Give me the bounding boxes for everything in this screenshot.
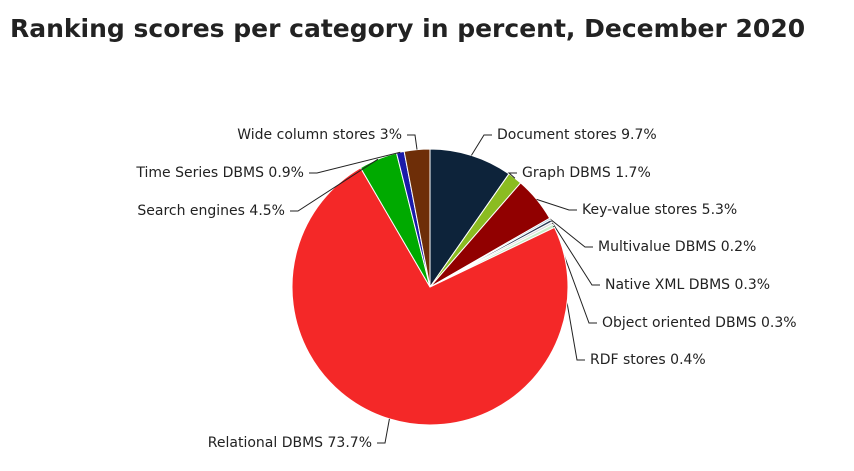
category-label: Multivalue DBMS: [598, 239, 716, 255]
chart-title: Ranking scores per category in percent, …: [10, 14, 805, 43]
category-label: Time Series DBMS: [135, 165, 264, 181]
value-label: 9.7%: [621, 127, 657, 143]
data-label: Search engines 4.5%: [137, 203, 285, 219]
value-label: 0.2%: [721, 239, 757, 255]
data-label: Multivalue DBMS 0.2%: [598, 239, 756, 255]
data-label: Time Series DBMS 0.9%: [135, 165, 304, 181]
leader-line: [550, 220, 600, 286]
leader-line: [507, 172, 517, 179]
data-label: Object oriented DBMS 0.3%: [602, 315, 797, 331]
data-label: Native XML DBMS 0.3%: [605, 277, 770, 293]
leader-line: [407, 134, 418, 150]
data-label: Key-value stores 5.3%: [582, 202, 737, 218]
category-label: Object oriented DBMS: [602, 315, 757, 331]
category-label: Native XML DBMS: [605, 277, 730, 293]
leader-line: [309, 151, 401, 174]
value-label: 5.3%: [702, 202, 738, 218]
pie-slice: [429, 148, 510, 289]
value-label: 4.5%: [249, 203, 285, 219]
data-label: Graph DBMS 1.7%: [522, 165, 651, 181]
value-label: 0.4%: [670, 352, 706, 368]
category-label: Key-value stores: [582, 202, 697, 218]
category-label: Relational DBMS: [208, 435, 323, 451]
leader-line: [470, 134, 492, 156]
leader-line: [377, 418, 390, 444]
category-label: Search engines: [137, 203, 245, 219]
value-label: 73.7%: [328, 435, 372, 451]
category-label: RDF stores: [590, 352, 666, 368]
data-label: Relational DBMS 73.7%: [208, 435, 372, 451]
data-label: Wide column stores 3%: [237, 127, 402, 143]
value-label: 0.3%: [735, 277, 771, 293]
leader-line: [536, 198, 577, 211]
value-label: 1.7%: [615, 165, 651, 181]
category-label: Wide column stores: [237, 127, 375, 143]
category-label: Document stores: [497, 127, 617, 143]
leader-line: [290, 158, 379, 212]
data-label: Document stores 9.7%: [497, 127, 657, 143]
leader-line: [549, 218, 593, 248]
value-label: 0.9%: [268, 165, 304, 181]
value-label: 3%: [380, 127, 402, 143]
value-label: 0.3%: [761, 315, 797, 331]
data-label: RDF stores 0.4%: [590, 352, 706, 368]
category-label: Graph DBMS: [522, 165, 611, 181]
